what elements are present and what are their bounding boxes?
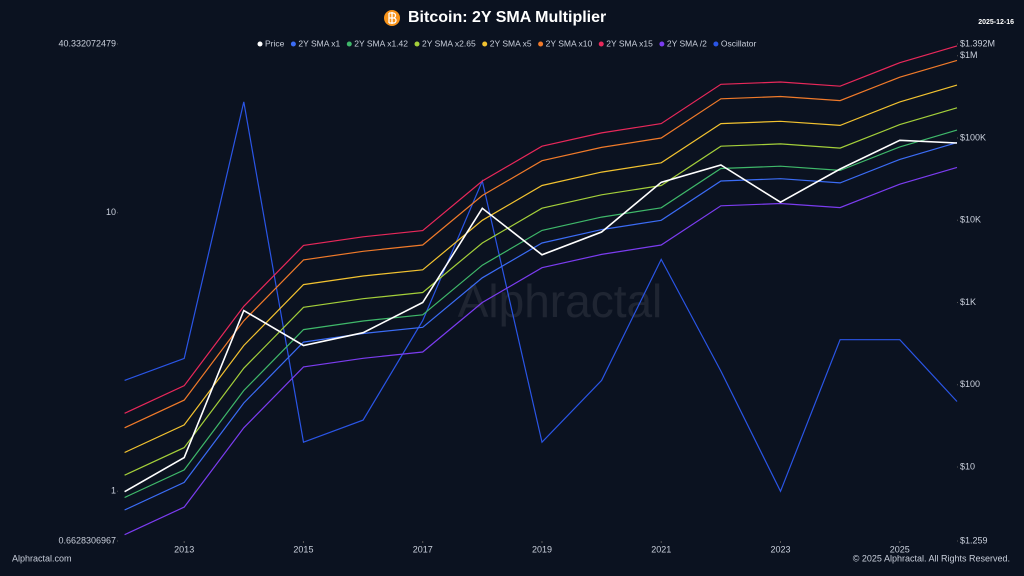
y2-tick-label: $1K: [960, 297, 976, 307]
y-tick-label: 0.6628306967: [58, 535, 116, 545]
legend-marker: [659, 41, 665, 47]
series-line: [124, 59, 958, 429]
legend: Price 2Y SMA x1 2Y SMA x1.42 2Y SMA x2.65 2Y…: [257, 38, 757, 48]
legend-label: 2Y SMA x2.65: [422, 38, 476, 48]
legend-marker: [414, 41, 420, 47]
legend-marker: [290, 41, 296, 47]
bitcoin-glyph: [388, 12, 397, 24]
date-label: 2025-12-16: [978, 19, 1014, 26]
y2-tick-label: $1M: [960, 50, 978, 60]
footer-left: Alphractal.com: [12, 553, 72, 563]
y2-tick-label: $10K: [960, 215, 981, 225]
series-line: [124, 84, 958, 454]
x-tick-label: 2023: [770, 544, 790, 554]
series-line: [124, 45, 958, 414]
y2-tick-label: $10: [960, 461, 975, 471]
legend-label: 2Y SMA /2: [667, 38, 707, 48]
legend-label: Oscillator: [721, 38, 757, 48]
series-line: [124, 166, 958, 536]
legend-label: Price: [265, 38, 285, 48]
x-tick-label: 2019: [532, 544, 552, 554]
legend-marker: [257, 41, 263, 47]
x-tick-label: 2021: [651, 544, 671, 554]
legend-marker: [713, 41, 719, 47]
x-tick-label: 2015: [293, 544, 313, 554]
series-line: [124, 129, 958, 499]
legend-marker: [482, 41, 488, 47]
x-tick-label: 2025: [890, 544, 910, 554]
series-line: [124, 101, 958, 493]
legend-marker: [346, 41, 352, 47]
legend-label: 2Y SMA x15: [606, 38, 653, 48]
legend-marker: [598, 41, 604, 47]
legend-label: 2Y SMA x5: [490, 38, 532, 48]
y2-tick-label: $1.392M: [960, 38, 995, 48]
x-tick-label: 2013: [174, 544, 194, 554]
plot-area: [124, 45, 958, 536]
legend-label: 2Y SMA x10: [546, 38, 593, 48]
legend-marker: [538, 41, 544, 47]
footer-right: © 2025 Alphractal. All Rights Reserved.: [853, 553, 1010, 563]
legend-label: 2Y SMA x1: [298, 38, 340, 48]
series-line: [124, 107, 958, 476]
y-tick-label: 10: [106, 207, 116, 217]
y-tick-label: 40.332072479: [58, 38, 116, 48]
legend-label: 2Y SMA x1.42: [354, 38, 408, 48]
series-line: [124, 139, 958, 493]
y2-tick-label: $100K: [960, 132, 986, 142]
x-tick-label: 2017: [413, 544, 433, 554]
series-line: [124, 142, 958, 511]
chart-title: Bitcoin: 2Y SMA Multiplier: [408, 9, 606, 26]
y2-tick-label: $1.259: [960, 535, 988, 545]
y-tick-label: 1: [111, 486, 116, 496]
watermark: Alphractal: [458, 275, 663, 327]
y2-tick-label: $100: [960, 379, 980, 389]
